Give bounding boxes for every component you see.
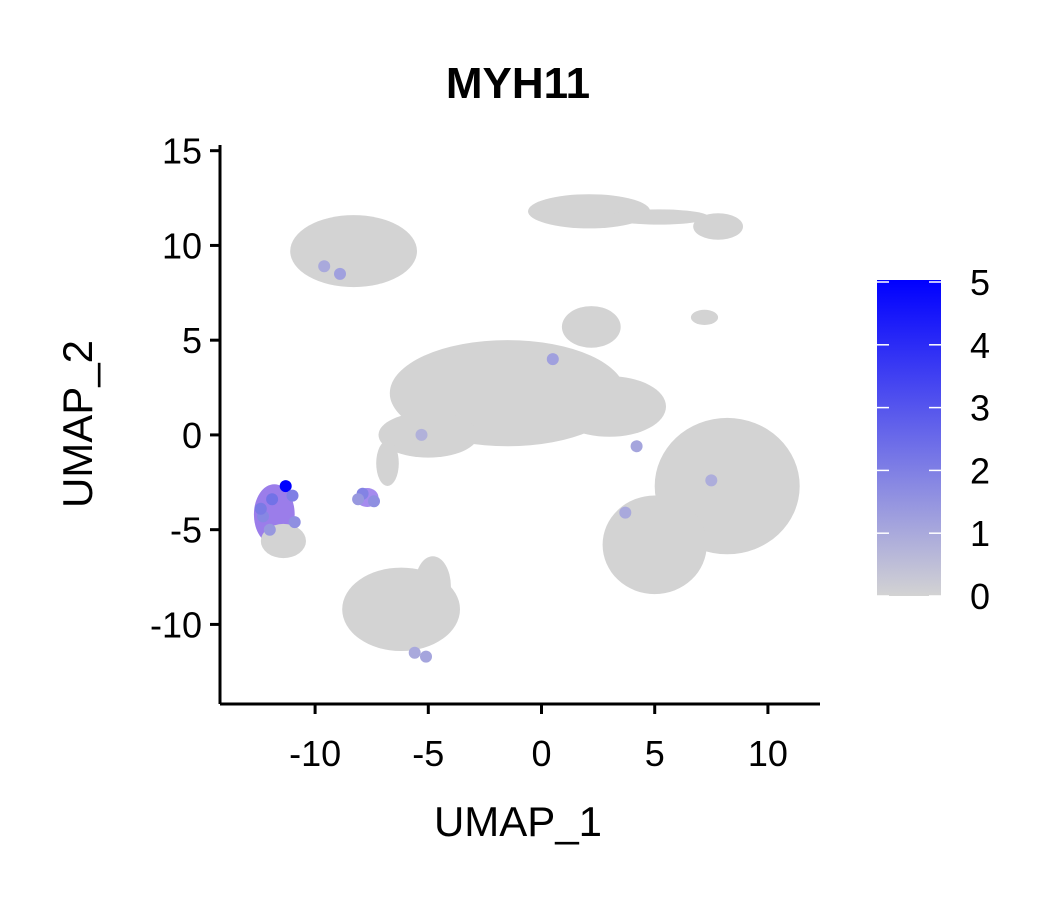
cell-cluster-17 [376,440,399,486]
y-tick-label: -5 [170,510,202,551]
y-tick-label: 10 [162,225,202,266]
legend-label: 3 [970,388,990,429]
expression-point-4 [286,489,299,502]
expression-point-15 [546,353,559,366]
expression-point-16 [630,440,643,453]
cell-cluster-9 [552,376,667,437]
cluster-layer [253,194,800,651]
y-tick-label: 15 [162,131,202,172]
point-layer [254,260,718,663]
cell-cluster-5 [561,306,621,348]
legend-label: 4 [970,325,990,366]
x-tick-label: -10 [289,733,341,774]
y-tick-label: 5 [182,320,202,361]
y-tick-label: 0 [182,415,202,456]
legend-label: 2 [970,450,990,491]
x-tick-label: 5 [645,733,665,774]
x-tick-label: 10 [748,733,788,774]
cell-cluster-3 [693,213,743,240]
expression-point-1 [279,480,292,493]
cell-cluster-8 [378,412,479,458]
x-tick-label: -5 [412,733,444,774]
expression-point-12 [318,260,331,273]
cell-cluster-1 [290,215,417,288]
color-legend: 0 1 2 3 4 5 [877,262,990,617]
legend-ticks: 0 1 2 3 4 5 [877,262,990,617]
expression-point-9 [368,495,380,508]
cell-cluster-6 [690,309,719,325]
y-axis: -10 -5 0 5 10 15 [150,131,222,704]
chart-title: MYH11 [446,59,590,108]
expression-point-14 [408,646,421,659]
x-tick-label: 0 [531,733,551,774]
cell-cluster-11 [602,495,707,595]
expression-point-10 [352,493,365,506]
expression-point-6 [288,516,301,529]
y-axis-label: UMAP_2 [54,340,101,508]
expression-point-2 [266,493,279,506]
y-tick-label: -10 [150,604,202,645]
legend-label: 1 [970,513,990,554]
cell-cluster-4 [609,209,709,225]
legend-label: 0 [970,576,990,617]
expression-point-18 [705,474,718,487]
expression-point-13 [420,650,432,663]
expression-point-19 [415,428,428,441]
cell-cluster-13 [414,556,451,617]
x-axis: -10 -5 0 5 10 [220,702,820,774]
expression-point-17 [619,506,632,519]
color-legend-bar [877,280,941,596]
x-axis-label: UMAP_1 [434,798,602,845]
plot-area [253,194,800,663]
legend-label: 5 [970,262,990,303]
expression-point-7 [254,502,267,515]
expression-point-11 [334,267,346,280]
expression-point-5 [263,523,276,536]
